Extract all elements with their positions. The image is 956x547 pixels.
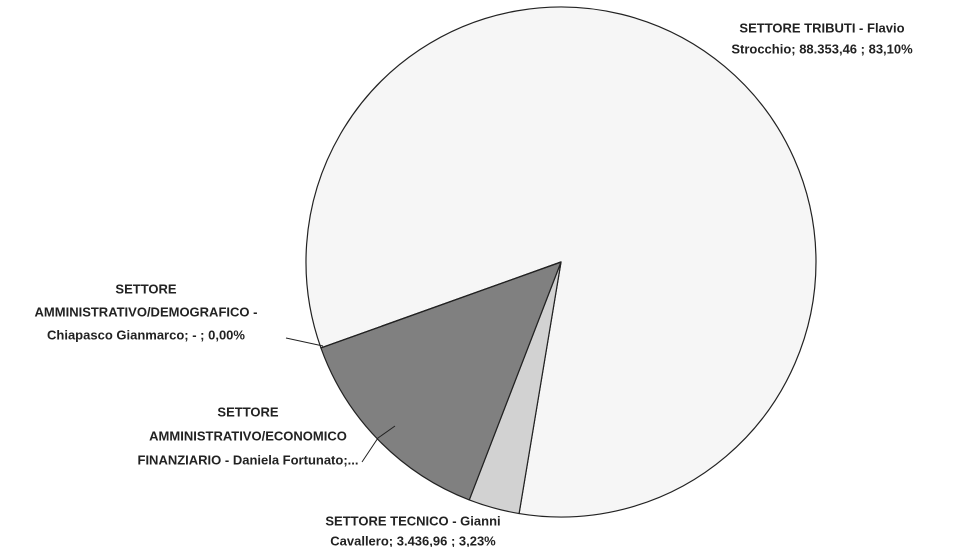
data-label: SETTORE [115, 281, 176, 296]
pie-slice [320, 261, 562, 349]
pie-slice [320, 261, 562, 501]
leader-line [361, 425, 396, 463]
data-label: SETTORE [217, 404, 278, 419]
data-label: AMMINISTRATIVO/ECONOMICO [149, 428, 347, 443]
data-label: SETTORE TECNICO - Gianni [325, 513, 500, 528]
data-label: Chiapasco Gianmarco; - ; 0,00% [47, 327, 245, 342]
data-label: Cavallero; 3.436,96 ; 3,23% [330, 533, 496, 547]
data-label: FINANZIARIO - Daniela Fortunato;... [138, 452, 359, 467]
data-label: Strocchio; 88.353,46 ; 83,10% [731, 41, 913, 56]
data-label: SETTORE TRIBUTI - Flavio [739, 20, 904, 35]
data-label: AMMINISTRATIVO/DEMOGRAFICO - [35, 304, 258, 319]
leader-line [285, 337, 324, 347]
